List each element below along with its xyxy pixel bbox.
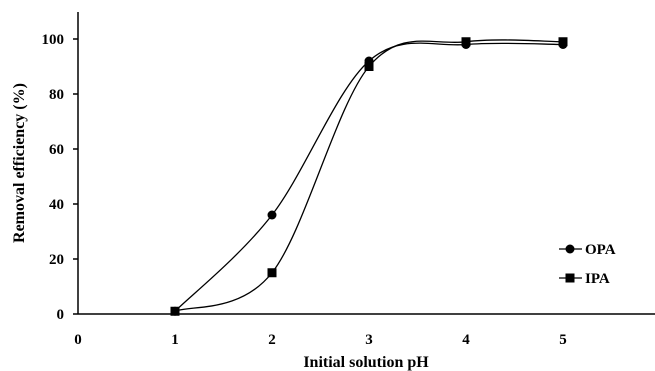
data-point-ipa <box>267 268 277 278</box>
legend-label-ipa: IPA <box>585 271 610 287</box>
x-axis-title: Initial solution pH <box>303 354 429 371</box>
x-tick-labels: 0123456 <box>74 332 567 348</box>
series-opa <box>170 40 568 316</box>
x-tick-label: 0 <box>74 332 82 348</box>
series-ipa <box>170 37 568 316</box>
y-tick-label: 20 <box>49 252 64 268</box>
y-tick-label: 80 <box>49 87 64 103</box>
y-tick-label: 0 <box>57 307 65 323</box>
series-line-ipa <box>174 39 564 312</box>
data-point-ipa <box>364 62 374 71</box>
x-tick-label: 3 <box>365 332 373 348</box>
series-layer <box>170 37 568 316</box>
legend-item-opa: OPA <box>559 242 616 258</box>
data-point-opa <box>267 210 277 220</box>
x-tick-label: 2 <box>268 332 276 348</box>
legend-item-ipa: IPA <box>559 271 610 287</box>
y-tick-labels: 0 20 40 60 80 100 <box>42 32 78 323</box>
data-point-ipa <box>461 37 471 47</box>
legend-marker-opa <box>565 244 575 254</box>
legend-label-opa: OPA <box>585 242 616 258</box>
x-tick-label: 1 <box>171 332 179 348</box>
y-tick-label: 100 <box>42 32 65 48</box>
y-tick-label: 60 <box>49 142 64 158</box>
x-tick-label: 4 <box>462 332 470 348</box>
data-point-ipa <box>558 37 568 47</box>
y-tick-label: 40 <box>49 197 64 213</box>
y-axis-title: Removal efficiency (%) <box>11 83 28 243</box>
series-line-opa <box>174 42 564 312</box>
x-tick-label: 5 <box>559 332 567 348</box>
legend: OPA IPA <box>559 242 616 287</box>
data-point-ipa <box>170 306 180 316</box>
legend-marker-ipa <box>565 273 575 283</box>
